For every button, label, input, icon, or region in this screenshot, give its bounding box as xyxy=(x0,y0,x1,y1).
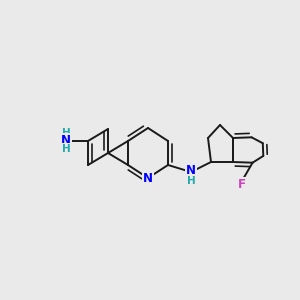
Text: F: F xyxy=(238,178,245,191)
Text: N: N xyxy=(61,134,71,148)
Text: N: N xyxy=(186,164,196,178)
Text: H: H xyxy=(62,128,70,138)
Text: N: N xyxy=(143,172,153,185)
Text: H: H xyxy=(62,144,70,154)
Text: H: H xyxy=(187,176,195,186)
